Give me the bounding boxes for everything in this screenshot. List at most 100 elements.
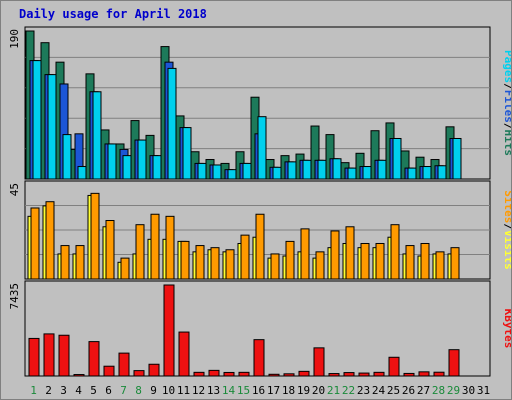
bar-sites-day-2 <box>45 201 55 280</box>
bar-sites-day-26 <box>405 245 415 280</box>
x-tick-label-day-24: 24 <box>372 384 386 397</box>
x-tick-label-day-5: 5 <box>90 384 97 397</box>
x-tick-label-day-31: 31 <box>477 384 490 397</box>
bar-sites-day-25 <box>390 224 400 280</box>
chart-title: Daily usage for April 2018 <box>19 7 207 21</box>
bar-pages-day-4 <box>77 166 87 180</box>
bar-pages-day-21 <box>332 158 342 180</box>
bar-pages-day-7 <box>122 155 132 180</box>
bar-pages-day-17 <box>272 166 282 180</box>
bar-kbytes-day-26 <box>403 372 415 377</box>
x-tick-label-day-21: 21 <box>327 384 340 397</box>
bar-kbytes-day-7 <box>118 352 130 377</box>
bar-pages-day-28 <box>437 165 447 180</box>
bar-kbytes-day-14 <box>223 371 235 377</box>
bar-pages-day-22 <box>347 167 357 180</box>
bar-kbytes-day-19 <box>298 370 310 377</box>
legend-kbytes: KBytes <box>502 309 511 349</box>
x-tick-label-day-22: 22 <box>342 384 355 397</box>
x-tick-label-day-18: 18 <box>282 384 295 397</box>
bar-pages-day-23 <box>362 166 372 180</box>
bar-kbytes-day-3 <box>58 334 70 377</box>
bar-kbytes-day-15 <box>238 371 250 377</box>
bar-kbytes-day-9 <box>148 363 160 377</box>
bar-sites-day-12 <box>195 245 205 280</box>
bar-sites-day-9 <box>150 213 160 280</box>
bar-sites-day-15 <box>240 234 250 280</box>
bar-kbytes-day-24 <box>373 371 385 377</box>
bar-kbytes-day-5 <box>88 341 100 377</box>
bar-pages-day-18 <box>287 161 297 180</box>
bar-pages-day-11 <box>182 127 192 180</box>
bar-sites-day-8 <box>135 224 145 280</box>
legend-separator: / <box>502 123 511 130</box>
x-tick-label-day-28: 28 <box>432 384 445 397</box>
x-tick-label-day-25: 25 <box>387 384 400 397</box>
bar-kbytes-day-27 <box>418 371 430 377</box>
bar-pages-day-1 <box>32 60 42 180</box>
x-tick-label-day-15: 15 <box>237 384 250 397</box>
bar-pages-day-16 <box>257 116 267 180</box>
bar-sites-day-14 <box>225 249 235 280</box>
bar-kbytes-day-11 <box>178 331 190 377</box>
legend-separator: / <box>502 83 511 90</box>
bar-kbytes-day-12 <box>193 371 205 377</box>
x-tick-label-day-29: 29 <box>447 384 460 397</box>
bar-sites-day-29 <box>450 247 460 280</box>
bar-sites-day-19 <box>300 228 310 280</box>
legend-entry-files: Files <box>502 90 511 123</box>
bar-sites-day-6 <box>105 220 115 280</box>
x-tick-label-day-3: 3 <box>60 384 67 397</box>
legend-visits-sites: Sites/Visits <box>502 190 511 270</box>
x-tick-label-day-26: 26 <box>402 384 415 397</box>
bar-kbytes-day-13 <box>208 369 220 377</box>
bar-pages-day-25 <box>392 137 402 180</box>
bar-sites-day-27 <box>420 242 430 280</box>
bar-sites-day-17 <box>270 253 280 280</box>
bar-pages-day-12 <box>197 162 207 180</box>
bar-kbytes-day-28 <box>433 371 445 377</box>
bar-pages-day-29 <box>452 137 462 180</box>
bar-pages-day-27 <box>422 166 432 180</box>
bar-sites-day-4 <box>75 245 85 280</box>
bar-kbytes-day-18 <box>283 373 295 377</box>
bar-sites-day-10 <box>165 215 175 280</box>
x-tick-label-day-2: 2 <box>45 384 52 397</box>
x-tick-label-day-23: 23 <box>357 384 370 397</box>
bar-pages-day-20 <box>317 159 327 180</box>
x-tick-label-day-4: 4 <box>75 384 82 397</box>
x-tick-label-day-14: 14 <box>222 384 236 397</box>
y-max-label: 190 <box>8 29 21 49</box>
x-tick-label-day-9: 9 <box>150 384 157 397</box>
bar-kbytes-day-22 <box>343 372 355 377</box>
bar-sites-day-22 <box>345 226 355 280</box>
bar-sites-day-16 <box>255 213 265 280</box>
bar-pages-day-9 <box>152 155 162 180</box>
bar-sites-day-24 <box>375 242 385 280</box>
bar-pages-day-5 <box>92 91 102 180</box>
x-tick-label-day-13: 13 <box>207 384 220 397</box>
legend-entry-pages: Pages <box>502 50 511 83</box>
x-tick-label-day-6: 6 <box>105 384 112 397</box>
bar-kbytes-day-17 <box>268 373 280 377</box>
bar-pages-day-2 <box>47 74 57 180</box>
bar-pages-day-26 <box>407 167 417 180</box>
bar-pages-day-19 <box>302 159 312 180</box>
bar-kbytes-day-6 <box>103 365 115 377</box>
legend-entry-hits: Hits <box>502 130 511 157</box>
y-max-label: 45 <box>8 183 21 196</box>
bar-pages-day-14 <box>227 169 237 180</box>
bar-pages-day-15 <box>242 162 252 180</box>
bar-kbytes-day-29 <box>448 349 460 377</box>
bar-sites-day-20 <box>315 251 325 280</box>
legend-entry-sites: Sites <box>502 190 511 223</box>
bar-sites-day-21 <box>330 230 340 280</box>
legend-entry-visits: Visits <box>502 230 511 270</box>
x-tick-label-day-1: 1 <box>30 384 37 397</box>
x-tick-label-day-10: 10 <box>162 384 175 397</box>
bar-sites-day-3 <box>60 245 70 280</box>
bar-sites-day-1 <box>30 207 40 280</box>
x-tick-label-day-8: 8 <box>135 384 142 397</box>
